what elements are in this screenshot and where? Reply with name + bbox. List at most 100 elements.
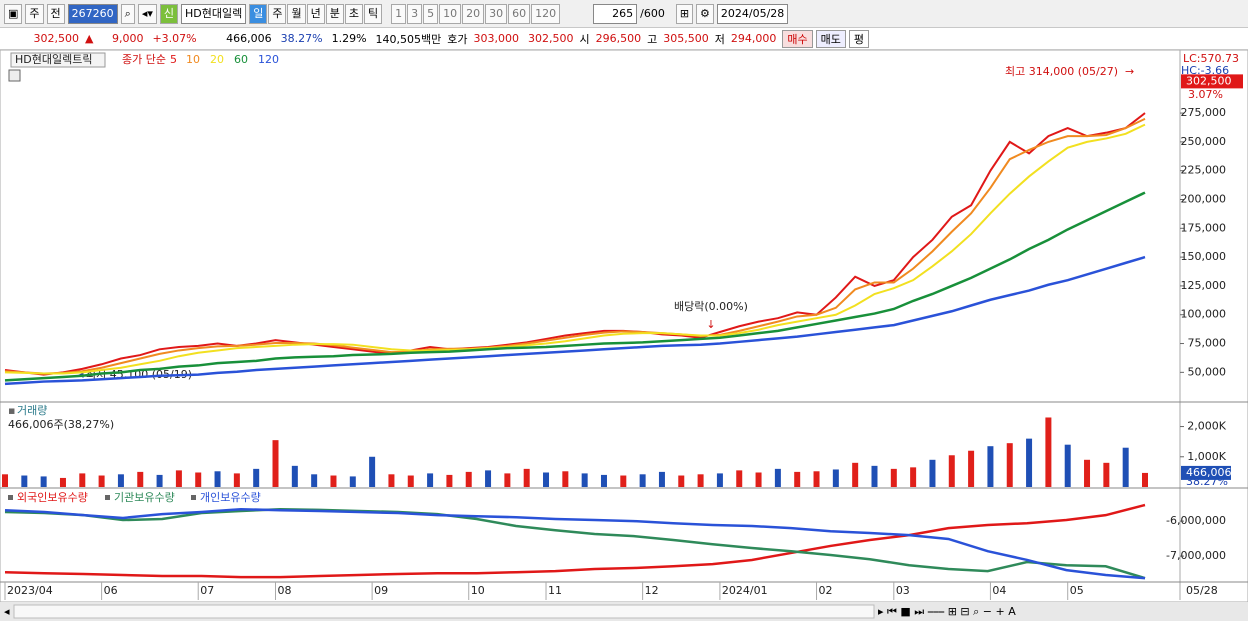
change-pct: +3.07% <box>152 32 197 45</box>
y-tick-label: 275,000 <box>1181 106 1227 119</box>
x-tick-label: 03 <box>896 584 910 597</box>
scroll-controls[interactable]: ▸ ⏮ ■ ⏭ ⎯⎯⎯ ⊞ ⊟ ⌕ − + A <box>878 605 1016 618</box>
x-last-label: 05/28 <box>1186 584 1218 597</box>
x-tick-label: 08 <box>278 584 292 597</box>
volume-bar <box>117 474 124 487</box>
scroll-thumb[interactable] <box>13 604 875 619</box>
volume-bar <box>485 470 492 487</box>
volume-bar <box>427 473 434 487</box>
low-label: 저 <box>714 32 725 46</box>
interval-button[interactable]: 20 <box>462 3 485 24</box>
volume-bar <box>581 473 588 487</box>
pane-marker: ▪ <box>8 404 15 417</box>
scroll-left[interactable]: ◂ <box>4 605 10 618</box>
period-button[interactable]: 일 <box>249 3 268 24</box>
y-tick-label: -6,000,000 <box>1166 514 1226 527</box>
volume-bar <box>311 474 318 487</box>
amount: 140,505백만 <box>375 32 442 46</box>
x-tick-label: 12 <box>645 584 659 597</box>
stock-title: HD현대일렉트릭 <box>15 52 92 66</box>
y-tick-label: 2,000K <box>1187 420 1226 433</box>
volume-bar <box>388 474 395 487</box>
period-button[interactable]: 월 <box>287 3 306 24</box>
volume-bar <box>562 471 569 487</box>
volume-bar <box>21 475 28 487</box>
volume-bar <box>272 440 279 487</box>
high-annotation: 최고 314,000 (05/27) <box>1005 65 1118 78</box>
volume-bar <box>349 476 356 487</box>
volume-bar <box>716 473 723 487</box>
volume-bar <box>1142 472 1148 487</box>
sound-button[interactable]: ◂▾ <box>137 3 157 24</box>
volume-bar <box>794 471 801 487</box>
period-button[interactable]: 분 <box>325 3 344 24</box>
date-input[interactable]: 2024/05/28 <box>716 3 789 24</box>
price-marker <box>1181 74 1243 89</box>
period-button[interactable]: 주 <box>268 3 287 24</box>
period-button[interactable]: 년 <box>306 3 325 24</box>
y-tick-label: 200,000 <box>1181 192 1227 205</box>
y-tick-label: 75,000 <box>1188 337 1227 350</box>
volume-bar <box>465 471 472 487</box>
quote-bar: 302,500 ▲ 9,000 +3.07% 466,006 38.27% 1.… <box>0 28 1248 50</box>
tool-button[interactable]: ⚙ <box>696 3 714 24</box>
interval-button[interactable]: 1 <box>391 3 407 24</box>
volume-marker-label: 466,006 <box>1186 466 1232 479</box>
volume-bar <box>755 472 762 487</box>
holding-line <box>4 503 1146 579</box>
volume-bar <box>929 459 936 487</box>
legend-swatch <box>105 495 110 500</box>
volume-bar <box>291 465 298 487</box>
grid-icon[interactable] <box>8 69 21 82</box>
x-tick-label: 07 <box>200 584 214 597</box>
volume-bar <box>620 475 627 487</box>
price-marker-label: 302,500 <box>1186 74 1232 87</box>
new-badge: 신 <box>159 3 178 24</box>
volume-bar <box>658 471 665 487</box>
x-tick-label: 2024/01 <box>722 584 768 597</box>
volume-bar <box>600 474 607 487</box>
y-tick-label: 225,000 <box>1181 164 1227 177</box>
volume-bar <box>774 468 781 487</box>
layout-button[interactable]: ▣ <box>4 3 23 24</box>
volume-bar <box>1103 462 1110 487</box>
ma-line <box>4 117 1146 375</box>
tool-button[interactable]: ⊞ <box>675 3 694 24</box>
ma-line <box>4 112 1146 376</box>
y-tick-label: 1,000K <box>1187 450 1226 463</box>
dividend-arrow: ↓ <box>706 318 715 331</box>
y-tick-label: -7,000,000 <box>1166 549 1226 562</box>
x-tick-label: 2023/04 <box>7 584 53 597</box>
interval-button[interactable]: 30 <box>485 3 508 24</box>
y-tick-label: 125,000 <box>1181 279 1227 292</box>
volume-bar <box>330 475 337 487</box>
ma-line <box>4 191 1146 382</box>
dividend-annotation: 배당락(0.00%) <box>674 300 748 313</box>
sell-button[interactable]: 매도 <box>815 29 846 48</box>
volume-bar <box>98 475 105 487</box>
bid: 302,500 <box>528 32 574 45</box>
interval-button[interactable]: 120 <box>531 3 561 24</box>
y-tick-label: 250,000 <box>1181 135 1227 148</box>
market-select[interactable]: 주 <box>25 3 44 24</box>
code-input[interactable]: 267260 <box>67 3 118 24</box>
volume-bar <box>890 468 897 487</box>
legend-entry: 10 <box>186 53 200 66</box>
interval-button[interactable]: 10 <box>439 3 462 24</box>
volume-bar <box>1045 417 1052 487</box>
period-button[interactable]: 틱 <box>363 3 383 24</box>
search-button[interactable]: ⌕ <box>120 3 135 24</box>
volume-bar <box>736 470 743 487</box>
price: 302,500 <box>33 32 80 45</box>
interval-button[interactable]: 5 <box>423 3 439 24</box>
prev-button[interactable]: 전 <box>46 3 65 24</box>
avg-button[interactable]: 평 <box>848 29 870 48</box>
period-button[interactable]: 초 <box>344 3 363 24</box>
buy-button[interactable]: 매수 <box>782 29 813 48</box>
volume-bar <box>832 469 839 487</box>
interval-button[interactable]: 60 <box>508 3 531 24</box>
y-tick-label: 150,000 <box>1181 250 1227 263</box>
legend-entry: 개인보유수량 <box>200 491 261 504</box>
interval-button[interactable]: 3 <box>407 3 423 24</box>
count-input[interactable]: 265 <box>593 3 638 24</box>
